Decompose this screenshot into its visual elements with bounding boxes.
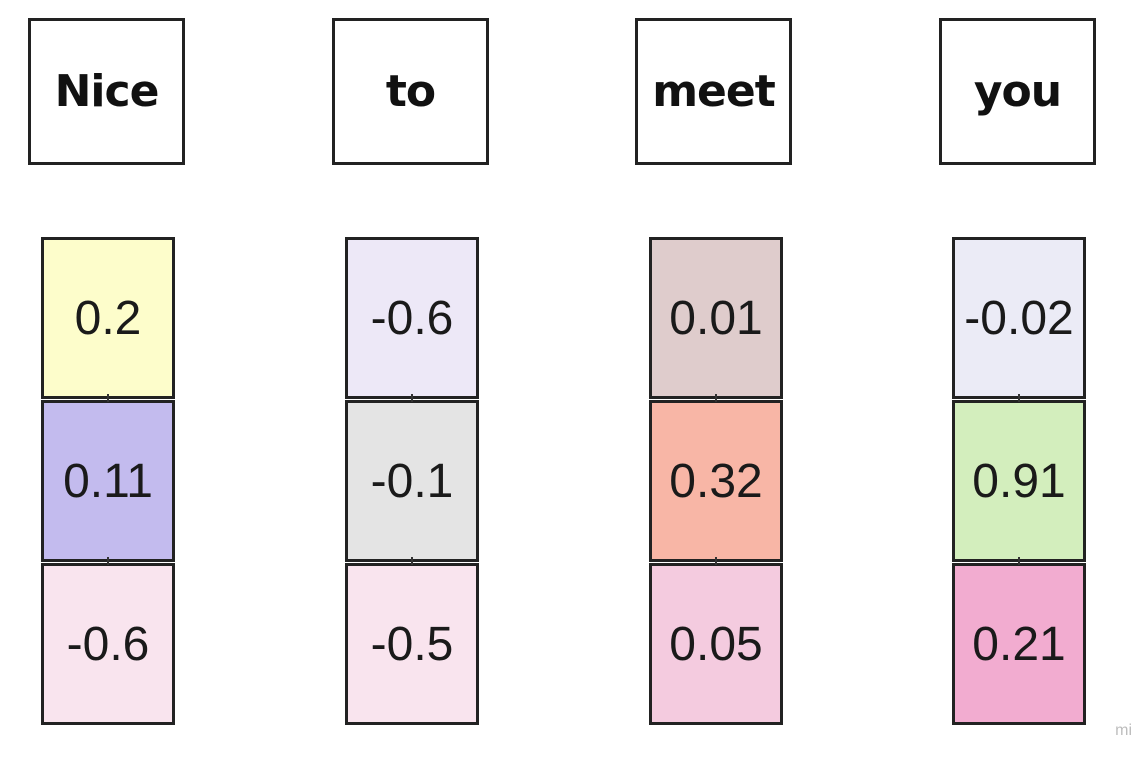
embedding-vector-meet: 0.01 0.32 0.05 (649, 237, 783, 727)
embedding-vector-to: -0.6 -0.1 -0.5 (345, 237, 479, 727)
embedding-value: 0.05 (669, 617, 763, 671)
divider-tick (715, 394, 717, 402)
embedding-value: 0.21 (972, 617, 1066, 671)
embedding-cell: -0.6 (41, 563, 175, 725)
embedding-value: 0.91 (972, 454, 1066, 508)
embedding-vector-nice: 0.2 0.11 -0.6 (41, 237, 175, 727)
embedding-cell: 0.11 (41, 400, 175, 562)
embedding-cell: 0.32 (649, 400, 783, 562)
token-label: meet (652, 66, 776, 117)
embedding-value: -0.02 (964, 291, 1074, 345)
embedding-value: -0.5 (370, 617, 454, 671)
embedding-value: 0.01 (669, 291, 763, 345)
embedding-cell: 0.21 (952, 563, 1086, 725)
token-box-you: you (939, 18, 1096, 165)
token-box-meet: meet (635, 18, 792, 165)
token-box-nice: Nice (28, 18, 185, 165)
divider-tick (1018, 557, 1020, 565)
watermark: mi (1115, 722, 1132, 739)
embedding-cell: 0.91 (952, 400, 1086, 562)
token-label: Nice (54, 66, 160, 117)
embedding-cell: 0.2 (41, 237, 175, 399)
embedding-vector-you: -0.02 0.91 0.21 (952, 237, 1086, 727)
embedding-value: -0.1 (370, 454, 454, 508)
embedding-value: -0.6 (66, 617, 150, 671)
divider-tick (1018, 394, 1020, 402)
embedding-cell: -0.6 (345, 237, 479, 399)
embedding-cell: -0.5 (345, 563, 479, 725)
token-label: you (973, 66, 1062, 117)
divider-tick (411, 557, 413, 565)
embedding-cell: 0.01 (649, 237, 783, 399)
embedding-cell: 0.05 (649, 563, 783, 725)
embedding-value: -0.6 (370, 291, 454, 345)
embedding-cell: -0.02 (952, 237, 1086, 399)
divider-tick (107, 557, 109, 565)
embedding-value: 0.2 (74, 291, 142, 345)
divider-tick (715, 557, 717, 565)
embedding-value: 0.32 (669, 454, 763, 508)
embedding-cell: -0.1 (345, 400, 479, 562)
embedding-value: 0.11 (63, 454, 153, 508)
divider-tick (411, 394, 413, 402)
token-label: to (385, 66, 436, 117)
token-box-to: to (332, 18, 489, 165)
divider-tick (107, 394, 109, 402)
